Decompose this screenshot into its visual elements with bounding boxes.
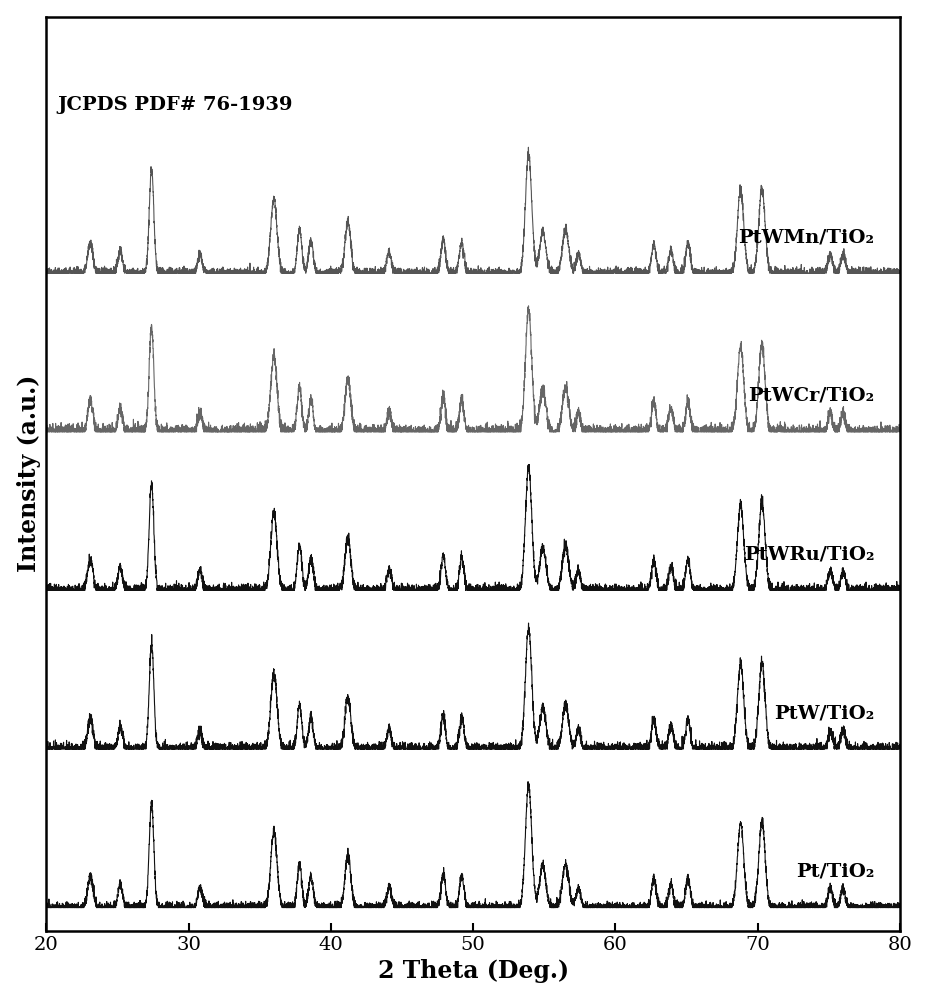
Text: PtWMn/TiO₂: PtWMn/TiO₂ <box>738 228 873 246</box>
Text: PtW/TiO₂: PtW/TiO₂ <box>773 704 873 722</box>
X-axis label: 2 Theta (Deg.): 2 Theta (Deg.) <box>377 959 568 983</box>
Text: PtWCr/TiO₂: PtWCr/TiO₂ <box>747 387 873 405</box>
Text: Pt/TiO₂: Pt/TiO₂ <box>795 863 873 881</box>
Text: PtWRu/TiO₂: PtWRu/TiO₂ <box>743 546 873 564</box>
Text: JCPDS PDF# 76-1939: JCPDS PDF# 76-1939 <box>58 96 293 114</box>
Y-axis label: Intensity (a.u.): Intensity (a.u.) <box>17 375 41 572</box>
